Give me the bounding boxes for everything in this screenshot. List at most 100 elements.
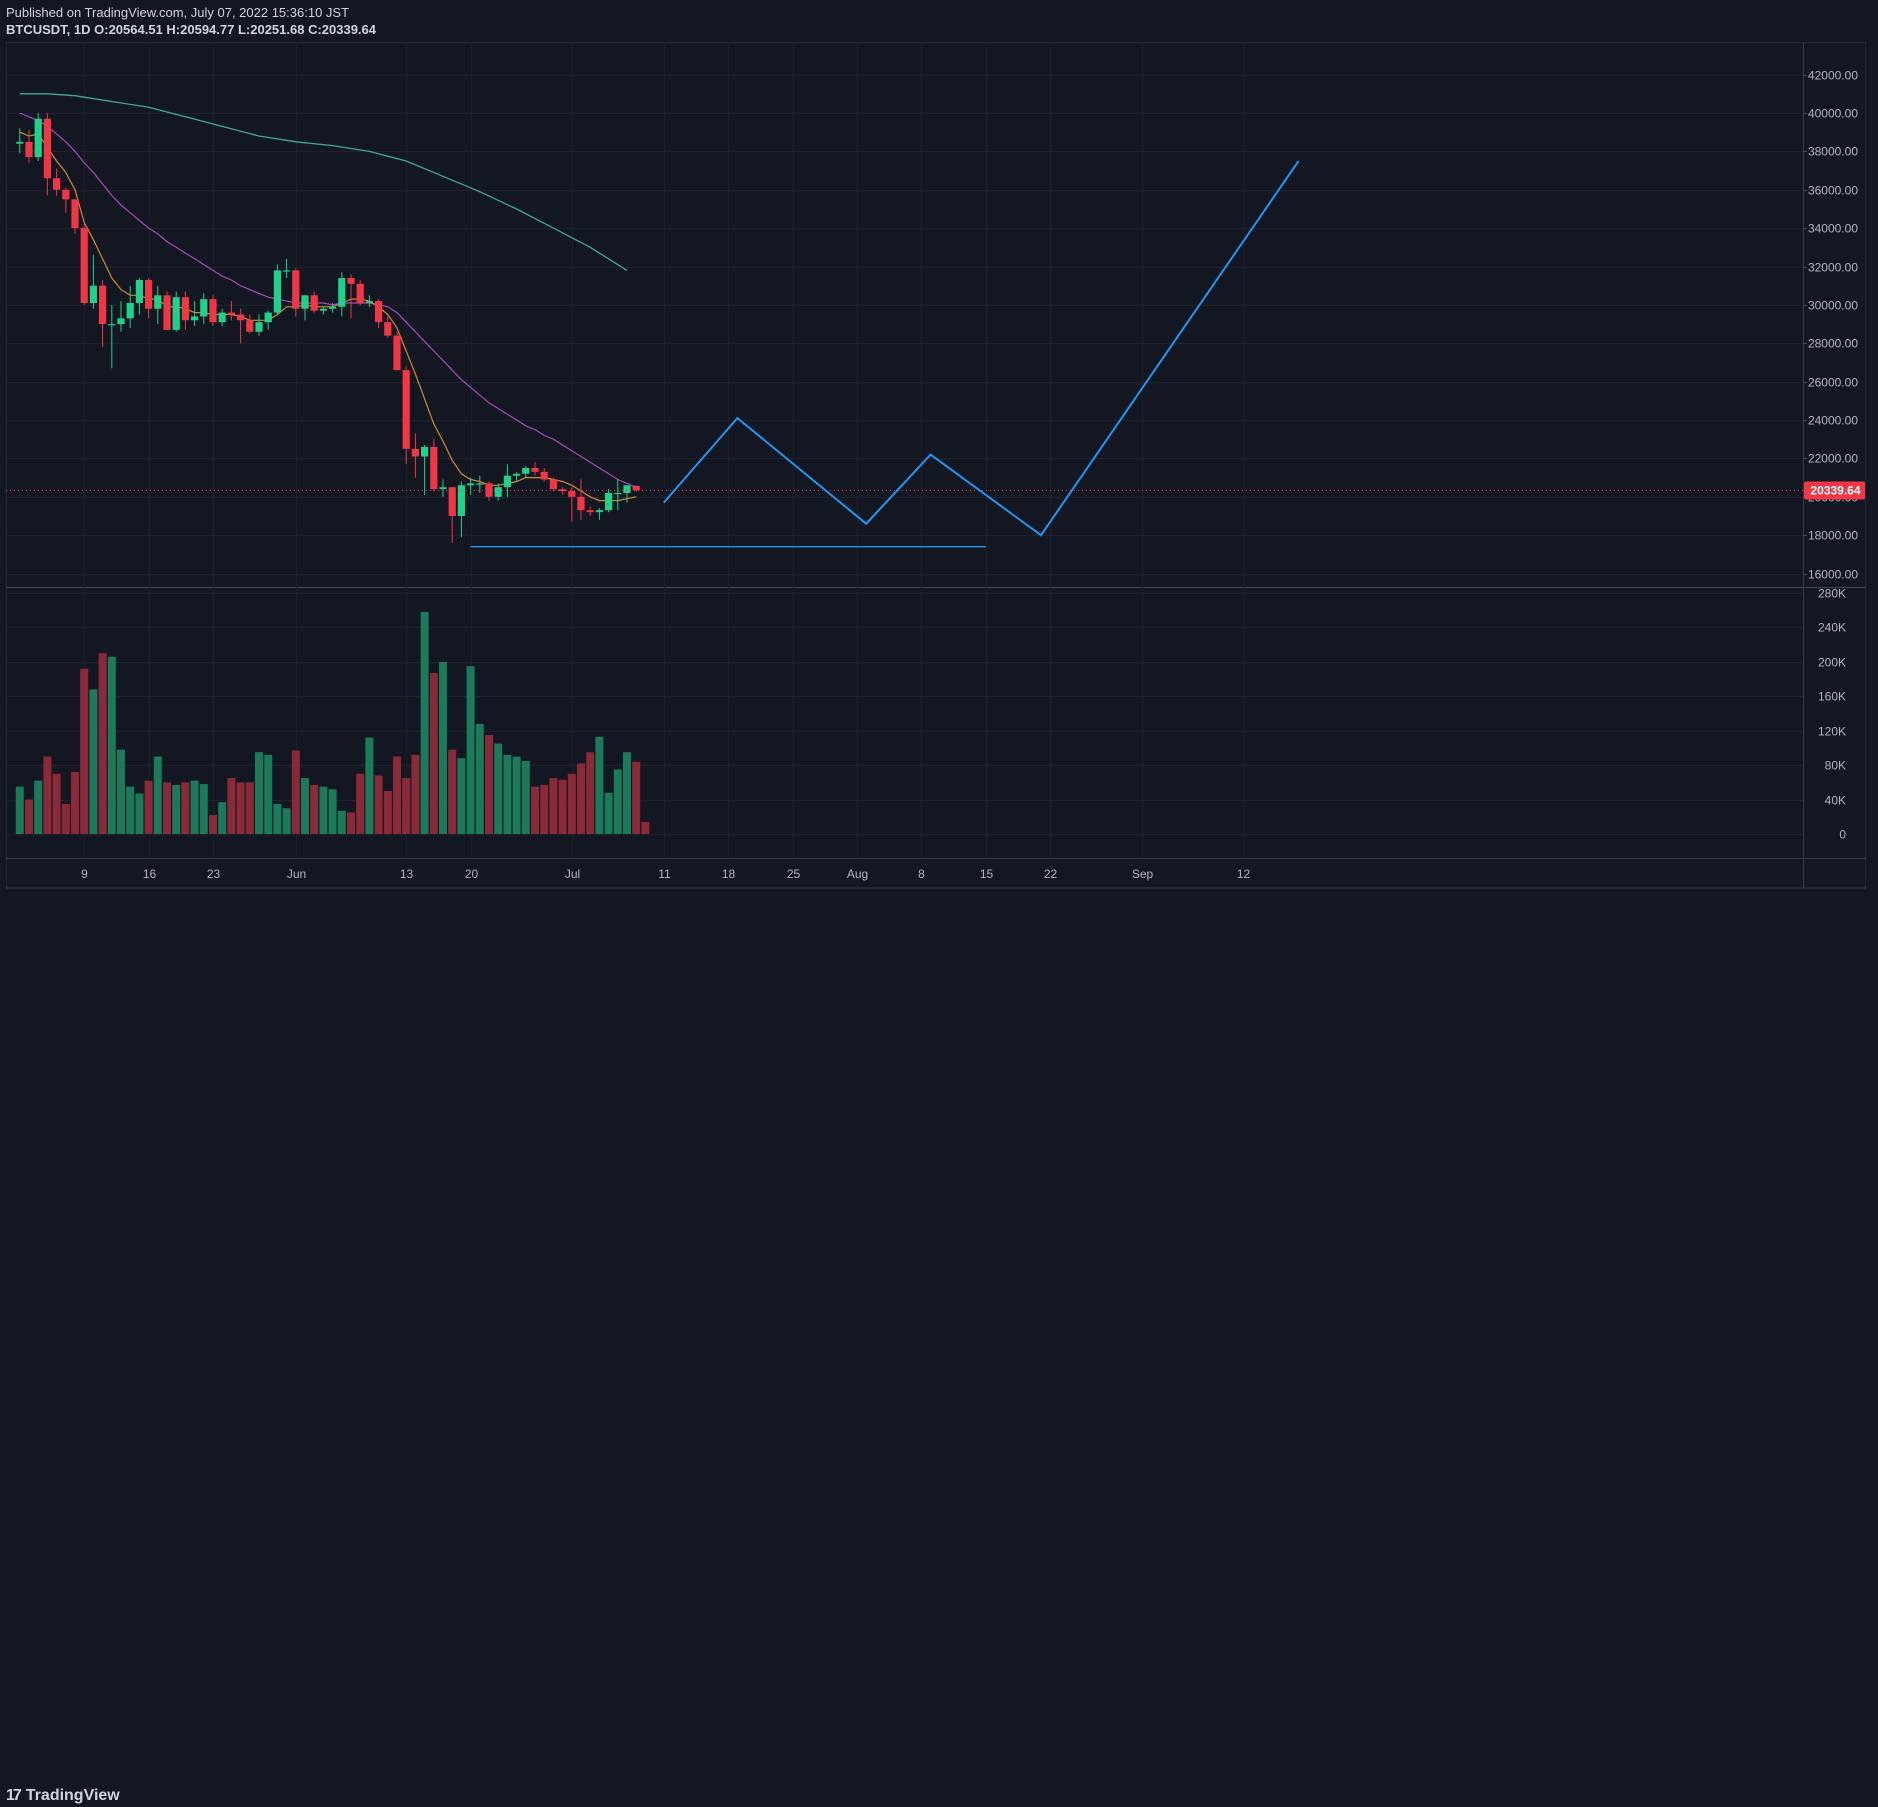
volume-bar[interactable] <box>448 749 457 834</box>
volume-bar[interactable] <box>172 784 181 834</box>
candle-body[interactable] <box>117 318 125 325</box>
volume-bar[interactable] <box>411 754 420 834</box>
volume-bar[interactable] <box>549 778 558 834</box>
candle-body[interactable] <box>338 278 346 307</box>
chart-area[interactable]: 42000.00 40000.00 38000.00 36000.00 34000.00… <box>6 42 1866 889</box>
volume-bar[interactable] <box>540 784 549 834</box>
candle-body[interactable] <box>154 295 162 309</box>
candle-body[interactable] <box>62 189 70 200</box>
volume-bar[interactable] <box>255 752 263 834</box>
volume-bar[interactable] <box>466 666 475 834</box>
volume-bar[interactable] <box>567 773 576 834</box>
candle-body[interactable] <box>53 178 61 190</box>
candle-body[interactable] <box>43 118 51 179</box>
volume-bar[interactable] <box>374 775 383 834</box>
symbol-label[interactable]: BTCUSDT, 1D <box>6 22 91 37</box>
volume-bar[interactable] <box>126 786 135 834</box>
volume-bar[interactable] <box>420 611 429 834</box>
volume-bar[interactable] <box>457 758 466 834</box>
candle-body[interactable] <box>108 324 116 326</box>
candle-body[interactable] <box>200 299 208 317</box>
volume-bar[interactable] <box>209 815 217 834</box>
volume-bar[interactable] <box>521 760 530 834</box>
candle-body[interactable] <box>421 446 429 457</box>
candle-body[interactable] <box>218 312 226 323</box>
candle-body[interactable] <box>319 308 327 311</box>
volume-bar[interactable] <box>632 761 641 834</box>
volume-bar[interactable] <box>291 750 300 834</box>
volume-bar[interactable] <box>393 756 401 834</box>
candle-body[interactable] <box>135 279 143 303</box>
volume-bar[interactable] <box>227 778 236 834</box>
volume-bar[interactable] <box>25 799 33 834</box>
candle-body[interactable] <box>237 314 245 321</box>
projection-path-drawing[interactable] <box>663 160 1300 537</box>
volume-bar[interactable] <box>34 780 43 834</box>
volume-bar[interactable] <box>485 735 493 834</box>
candle-body[interactable] <box>292 270 300 309</box>
volume-bar[interactable] <box>89 689 98 834</box>
candle-body[interactable] <box>264 312 272 323</box>
candle-body[interactable] <box>513 473 521 476</box>
candle-body[interactable] <box>310 295 318 311</box>
candle-body[interactable] <box>577 496 585 511</box>
candle-body[interactable] <box>126 302 134 319</box>
volume-bar[interactable] <box>503 754 512 834</box>
candle-body[interactable] <box>605 492 613 511</box>
volume-bar[interactable] <box>531 786 539 834</box>
candle-body[interactable] <box>430 446 438 490</box>
candle-body[interactable] <box>99 285 107 325</box>
volume-bar[interactable] <box>135 793 144 834</box>
volume-bar[interactable] <box>245 782 254 834</box>
candle-body[interactable] <box>227 312 235 315</box>
volume-bar[interactable] <box>402 778 411 834</box>
volume-bar[interactable] <box>43 756 52 834</box>
candle-body[interactable] <box>494 487 502 497</box>
volume-bar[interactable] <box>98 653 107 834</box>
candle-body[interactable] <box>375 301 383 323</box>
candle-body[interactable] <box>329 306 337 309</box>
volume-bar[interactable] <box>429 673 438 834</box>
candle-body[interactable] <box>549 479 557 490</box>
candle-body[interactable] <box>485 483 493 497</box>
volume-bar[interactable] <box>328 789 337 834</box>
candle-body[interactable] <box>522 468 530 474</box>
candle-body[interactable] <box>568 491 576 497</box>
volume-bar[interactable] <box>356 773 365 834</box>
volume-bar[interactable] <box>199 784 208 834</box>
volume-bar[interactable] <box>475 723 484 834</box>
candle-body[interactable] <box>457 485 465 516</box>
volume-bar[interactable] <box>439 661 447 834</box>
volume-bar[interactable] <box>163 782 171 834</box>
volume-bar[interactable] <box>190 780 199 834</box>
volume-bar[interactable] <box>586 752 595 834</box>
tradingview-logo[interactable]: 17 TradingView <box>6 1785 120 1807</box>
candle-body[interactable] <box>467 483 475 486</box>
volume-bar[interactable] <box>117 749 125 834</box>
candle-body[interactable] <box>80 228 88 303</box>
candle-body[interactable] <box>163 295 171 330</box>
ema-mid-line[interactable] <box>19 112 637 488</box>
candle-body[interactable] <box>273 270 281 313</box>
candle-body[interactable] <box>181 297 189 321</box>
ema-slow-line[interactable] <box>19 93 628 271</box>
volume-bar[interactable] <box>264 754 273 834</box>
volume-bar[interactable] <box>301 778 309 834</box>
volume-bar[interactable] <box>494 743 503 834</box>
candle-body[interactable] <box>191 316 199 321</box>
volume-bar[interactable] <box>319 786 328 834</box>
candle-body[interactable] <box>503 475 511 488</box>
candle-body[interactable] <box>439 487 447 490</box>
candle-body[interactable] <box>209 299 217 323</box>
candle-body[interactable] <box>255 322 263 332</box>
volume-bar[interactable] <box>144 780 153 834</box>
candle-body[interactable] <box>172 297 180 330</box>
volume-bar[interactable] <box>365 737 374 834</box>
candle-body[interactable] <box>476 483 484 485</box>
volume-bar[interactable] <box>80 668 89 834</box>
candle-body[interactable] <box>246 320 254 332</box>
symbol-legend[interactable]: BTCUSDT, 1D O:20564.51 H:20594.77 L:2025… <box>6 22 376 37</box>
volume-bar[interactable] <box>218 802 227 834</box>
volume-bar[interactable] <box>273 803 282 834</box>
volume-bar[interactable] <box>577 763 585 834</box>
